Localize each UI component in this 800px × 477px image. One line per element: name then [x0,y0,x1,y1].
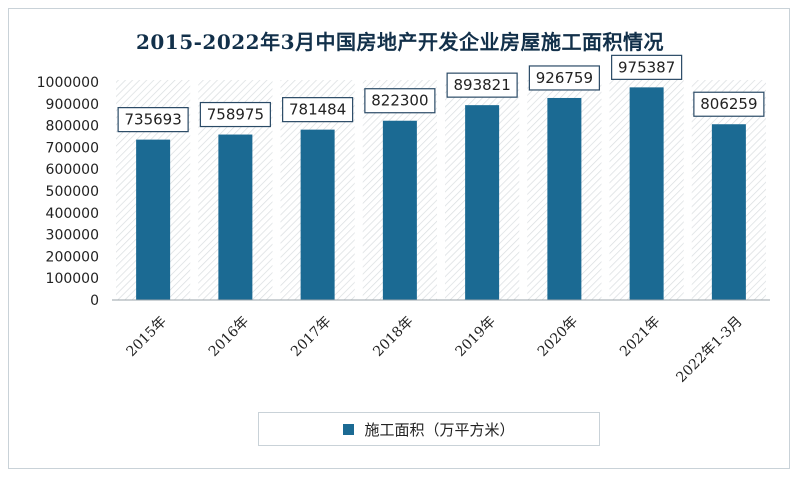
x-tick-label: 2019年 [453,314,499,360]
y-tick-label: 300000 [46,228,99,244]
bar [465,105,500,300]
data-label: 926759 [536,69,593,87]
legend: 施工面积（万平方米） [258,412,600,446]
y-tick-label: 0 [90,293,99,309]
chart-title: 2015-2022年3月中国房地产开发企业房屋施工面积情况 [135,30,665,54]
data-label-box [446,72,518,98]
data-label-box [199,101,271,128]
data-label-box [117,107,189,133]
y-tick-label: 100000 [46,271,99,287]
data-label: 822300 [371,92,428,110]
x-tick-label: 2022年1-3月 [673,314,745,386]
data-label-box [611,54,683,80]
data-label-box [693,91,765,117]
x-tick-label: 2021年 [617,314,663,360]
bar [711,124,746,300]
y-tick-label: 500000 [46,184,99,200]
x-tick-label: 2018年 [370,314,416,360]
bar [382,120,417,300]
data-label: 735693 [124,111,181,129]
y-tick-label: 800000 [46,119,99,135]
y-tick-label: 900000 [46,97,99,113]
data-label-box [282,97,354,123]
y-tick-label: 700000 [46,140,99,156]
x-tick-label: 2015年 [124,314,170,360]
legend-label: 施工面积（万平方米） [364,420,515,439]
x-tick-label: 2017年 [288,314,334,360]
legend-swatch [343,423,355,435]
x-tick-label: 2020年 [535,314,581,360]
x-tick-label: 2016年 [206,314,252,360]
bar [300,129,335,300]
y-tick-label: 400000 [46,206,99,222]
data-label: 806259 [700,95,757,113]
bar [136,139,171,300]
data-label: 758975 [207,106,264,124]
y-tick-label: 600000 [46,162,99,178]
y-tick-label: 1000000 [37,75,99,91]
bar [629,87,664,300]
data-label: 893821 [453,76,510,94]
y-tick-label: 200000 [46,249,99,265]
data-label-box [364,88,436,114]
bar [547,97,582,300]
data-label: 781484 [289,101,346,119]
data-label: 975387 [618,58,675,76]
bar [218,134,253,300]
data-label-box [528,65,600,91]
